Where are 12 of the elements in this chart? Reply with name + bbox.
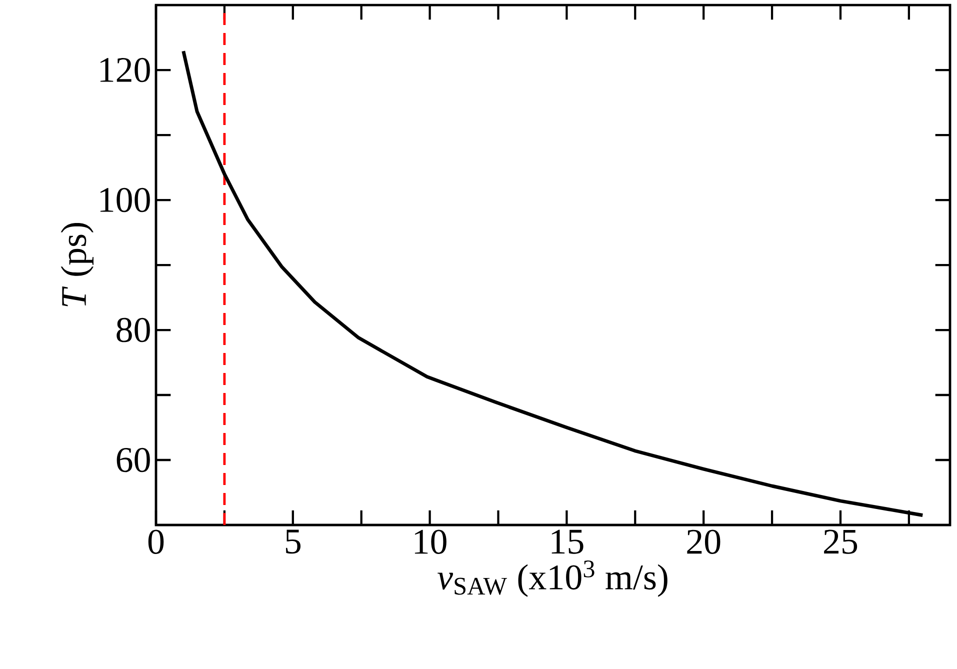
y-tick-label: 100 xyxy=(100,188,150,212)
y-axis-title: T (ps) xyxy=(60,223,94,306)
y-tick-label: 80 xyxy=(116,318,150,342)
x-axis-title: v$_{SAW}$ (x10$^{3}$ m/s) xyxy=(438,560,668,597)
x-tick-label: 20 xyxy=(687,530,720,554)
x-tick-label: 15 xyxy=(552,530,584,554)
y-tick-label: 60 xyxy=(116,448,150,472)
x-tick-label: 10 xyxy=(414,530,446,554)
x-tick-label: 5 xyxy=(286,530,301,554)
x-tick-label: 0 xyxy=(148,530,164,554)
y-tick-label: 120 xyxy=(100,58,150,82)
x-tick-label: 25 xyxy=(824,530,858,554)
